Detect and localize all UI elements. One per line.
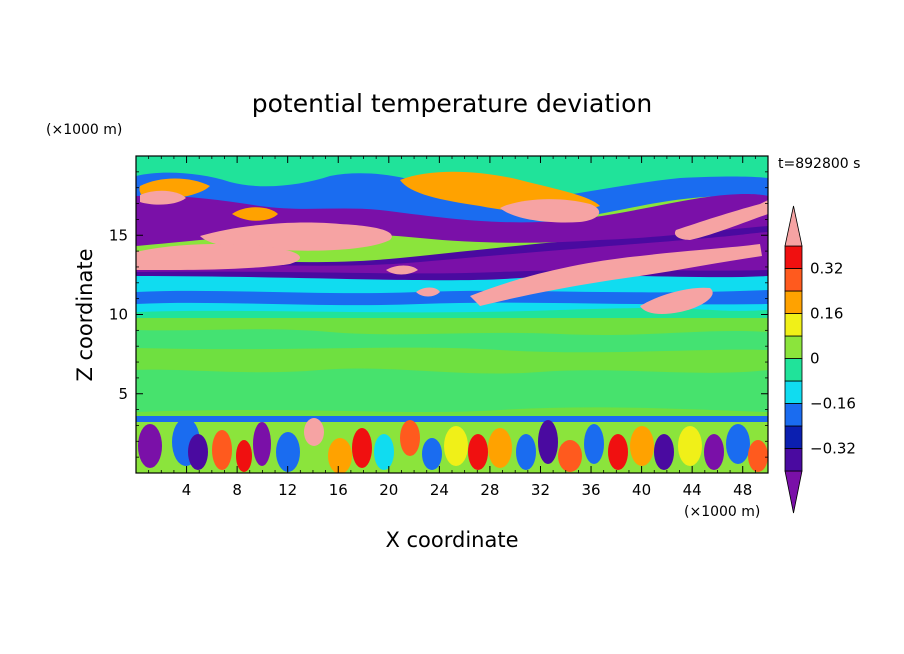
x-tick-label: 48 bbox=[733, 481, 752, 499]
colorbar-box bbox=[784, 403, 803, 427]
colorbar-box bbox=[784, 290, 803, 314]
colorbar: −0.32 −0.16 0 0.16 0.32 bbox=[784, 205, 856, 514]
warm-core-6 bbox=[640, 287, 713, 314]
colorbar-tick-label: −0.32 bbox=[810, 440, 856, 458]
x-tick-label: 16 bbox=[329, 481, 348, 499]
x-tick-label: 12 bbox=[278, 481, 297, 499]
colorbar-box bbox=[784, 358, 803, 382]
y-tick-label: 10 bbox=[109, 306, 128, 324]
chart-title: potential temperature deviation bbox=[252, 89, 652, 118]
y-unit-label: (×1000 m) bbox=[46, 122, 122, 138]
x-tick-label: 28 bbox=[480, 481, 499, 499]
x-tick-label: 4 bbox=[182, 481, 192, 499]
x-axis-label: X coordinate bbox=[385, 528, 518, 552]
colorbar-tick-label: 0 bbox=[810, 350, 820, 368]
colorbar-extend-high bbox=[784, 205, 803, 247]
colorbar-box bbox=[784, 425, 803, 449]
x-tick-label: 8 bbox=[232, 481, 242, 499]
time-label: t=892800 s bbox=[778, 156, 860, 172]
warm-core-2 bbox=[200, 222, 392, 251]
y-axis: 5 10 15 bbox=[109, 171, 768, 458]
x-tick-label: 32 bbox=[531, 481, 550, 499]
y-axis-label: Z coordinate bbox=[73, 248, 97, 381]
y-tick-label: 15 bbox=[109, 226, 128, 244]
colorbar-box bbox=[784, 448, 803, 472]
colorbar-tick-label: 0.16 bbox=[810, 305, 843, 323]
colorbar-tick-label: 0.32 bbox=[810, 260, 843, 278]
x-unit-label: (×1000 m) bbox=[684, 504, 760, 520]
x-axis: 4 8 12 16 20 24 28 32 36 40 44 48 bbox=[148, 156, 756, 499]
x-tick-label: 36 bbox=[581, 481, 600, 499]
x-tick-label: 20 bbox=[379, 481, 398, 499]
warm-core-4 bbox=[136, 244, 300, 270]
colorbar-box bbox=[784, 268, 803, 292]
colorbar-box bbox=[784, 335, 803, 359]
colorbar-box bbox=[784, 313, 803, 337]
contour-field bbox=[136, 156, 768, 473]
colorbar-box bbox=[784, 380, 803, 404]
colorbar-tick-label: −0.16 bbox=[810, 395, 856, 413]
boundary-eddies bbox=[138, 418, 768, 473]
y-tick-label: 5 bbox=[118, 385, 128, 403]
x-tick-label: 40 bbox=[632, 481, 651, 499]
x-tick-label: 24 bbox=[430, 481, 449, 499]
colorbar-extend-low bbox=[784, 470, 803, 514]
warm-core-3 bbox=[500, 199, 600, 223]
warm-core-1 bbox=[140, 190, 186, 205]
warm-core-5 bbox=[470, 244, 762, 306]
colorbar-box bbox=[784, 245, 803, 269]
x-tick-label: 44 bbox=[683, 481, 702, 499]
